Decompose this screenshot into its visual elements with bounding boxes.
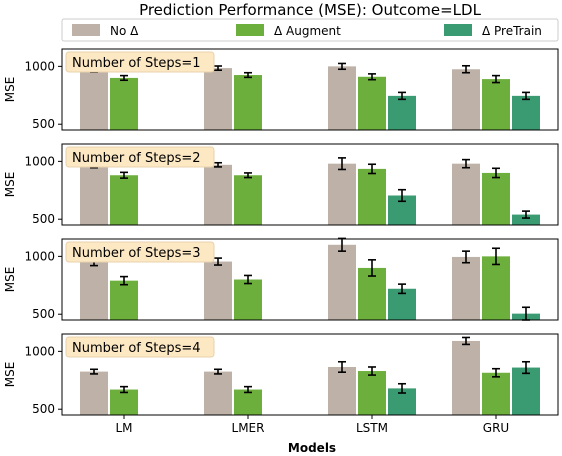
bar xyxy=(328,366,356,415)
y-tick-label: 1000 xyxy=(24,249,55,263)
panel-frame xyxy=(61,333,559,416)
bar xyxy=(204,371,232,415)
y-axis-label: MSE xyxy=(3,172,17,198)
y-tick-label: 500 xyxy=(32,117,55,131)
panel-label: Number of Steps=4 xyxy=(72,341,201,356)
bar xyxy=(328,66,356,130)
panel: 500 1000 MSE Number of Steps=2 xyxy=(3,143,559,226)
x-axis-label: Models xyxy=(288,441,336,455)
bar xyxy=(80,164,108,225)
bar xyxy=(358,168,386,225)
bar xyxy=(204,261,232,320)
chart-title: Prediction Performance (MSE): Outcome=LD… xyxy=(139,1,482,19)
panel: 500 1000 MSE Number of Steps=1 xyxy=(3,48,559,131)
bar xyxy=(110,175,138,225)
bar xyxy=(234,75,262,130)
bar xyxy=(204,164,232,225)
bar xyxy=(204,68,232,130)
bar xyxy=(512,95,540,130)
y-tick-label: 1000 xyxy=(24,59,55,73)
bar xyxy=(358,371,386,415)
legend-swatch xyxy=(236,24,264,36)
bar xyxy=(452,69,480,130)
legend-label: No Δ xyxy=(110,24,139,38)
bar xyxy=(512,367,540,415)
bar xyxy=(452,163,480,225)
bar xyxy=(110,77,138,130)
y-tick-label: 500 xyxy=(32,212,55,226)
panel-label: Number of Steps=2 xyxy=(72,151,201,166)
bar xyxy=(80,262,108,320)
panel: 500 1000 MSE Number of Steps=4 xyxy=(3,333,559,416)
panel-label: Number of Steps=1 xyxy=(72,56,201,71)
bar xyxy=(452,256,480,320)
x-tick-label: LSTM xyxy=(356,421,388,435)
bar xyxy=(234,175,262,225)
y-axis-label: MSE xyxy=(3,362,17,388)
y-axis-label: MSE xyxy=(3,267,17,293)
x-tick-label: LM xyxy=(115,421,132,435)
bar xyxy=(328,163,356,225)
bar xyxy=(80,371,108,415)
legend-swatch xyxy=(72,24,100,36)
legend-label: Δ PreTrain xyxy=(482,24,542,38)
panel: 500 1000 MSE Number of Steps=3 xyxy=(3,237,559,321)
y-tick-label: 500 xyxy=(32,402,55,416)
bar xyxy=(482,172,510,225)
x-tick-label: GRU xyxy=(483,421,509,435)
bar xyxy=(358,76,386,130)
y-tick-label: 1000 xyxy=(24,344,55,358)
y-tick-label: 1000 xyxy=(24,154,55,168)
bar xyxy=(388,95,416,130)
x-axis: LM LMER LSTM GRU xyxy=(115,415,509,435)
y-axis-label: MSE xyxy=(3,77,17,103)
legend-swatch xyxy=(444,24,472,36)
bar xyxy=(110,280,138,320)
legend-label: Δ Augment xyxy=(274,24,341,38)
legend-frame xyxy=(61,18,559,42)
bar xyxy=(234,389,262,415)
panels: 500 1000 MSE Number of Steps=1 500 1000 MSE Num… xyxy=(3,48,559,416)
bar xyxy=(234,279,262,320)
panel-label-box xyxy=(65,146,215,168)
bar xyxy=(452,340,480,415)
x-tick-label: LMER xyxy=(232,421,265,435)
y-tick-label: 500 xyxy=(32,307,55,321)
bar xyxy=(482,372,510,415)
bar xyxy=(110,389,138,415)
panel-label-box xyxy=(65,336,215,358)
legend: No Δ Δ Augment Δ PreTrain xyxy=(61,18,559,42)
panel-frame xyxy=(61,143,559,226)
panel-label-box xyxy=(65,241,215,263)
panel-frame xyxy=(61,238,559,321)
panel-label: Number of Steps=3 xyxy=(72,246,201,261)
bar xyxy=(482,79,510,130)
bar xyxy=(512,214,540,225)
panel-frame xyxy=(61,48,559,131)
bar xyxy=(482,256,510,320)
bar xyxy=(80,70,108,130)
bar xyxy=(328,244,356,320)
panel-label-box xyxy=(65,51,215,73)
